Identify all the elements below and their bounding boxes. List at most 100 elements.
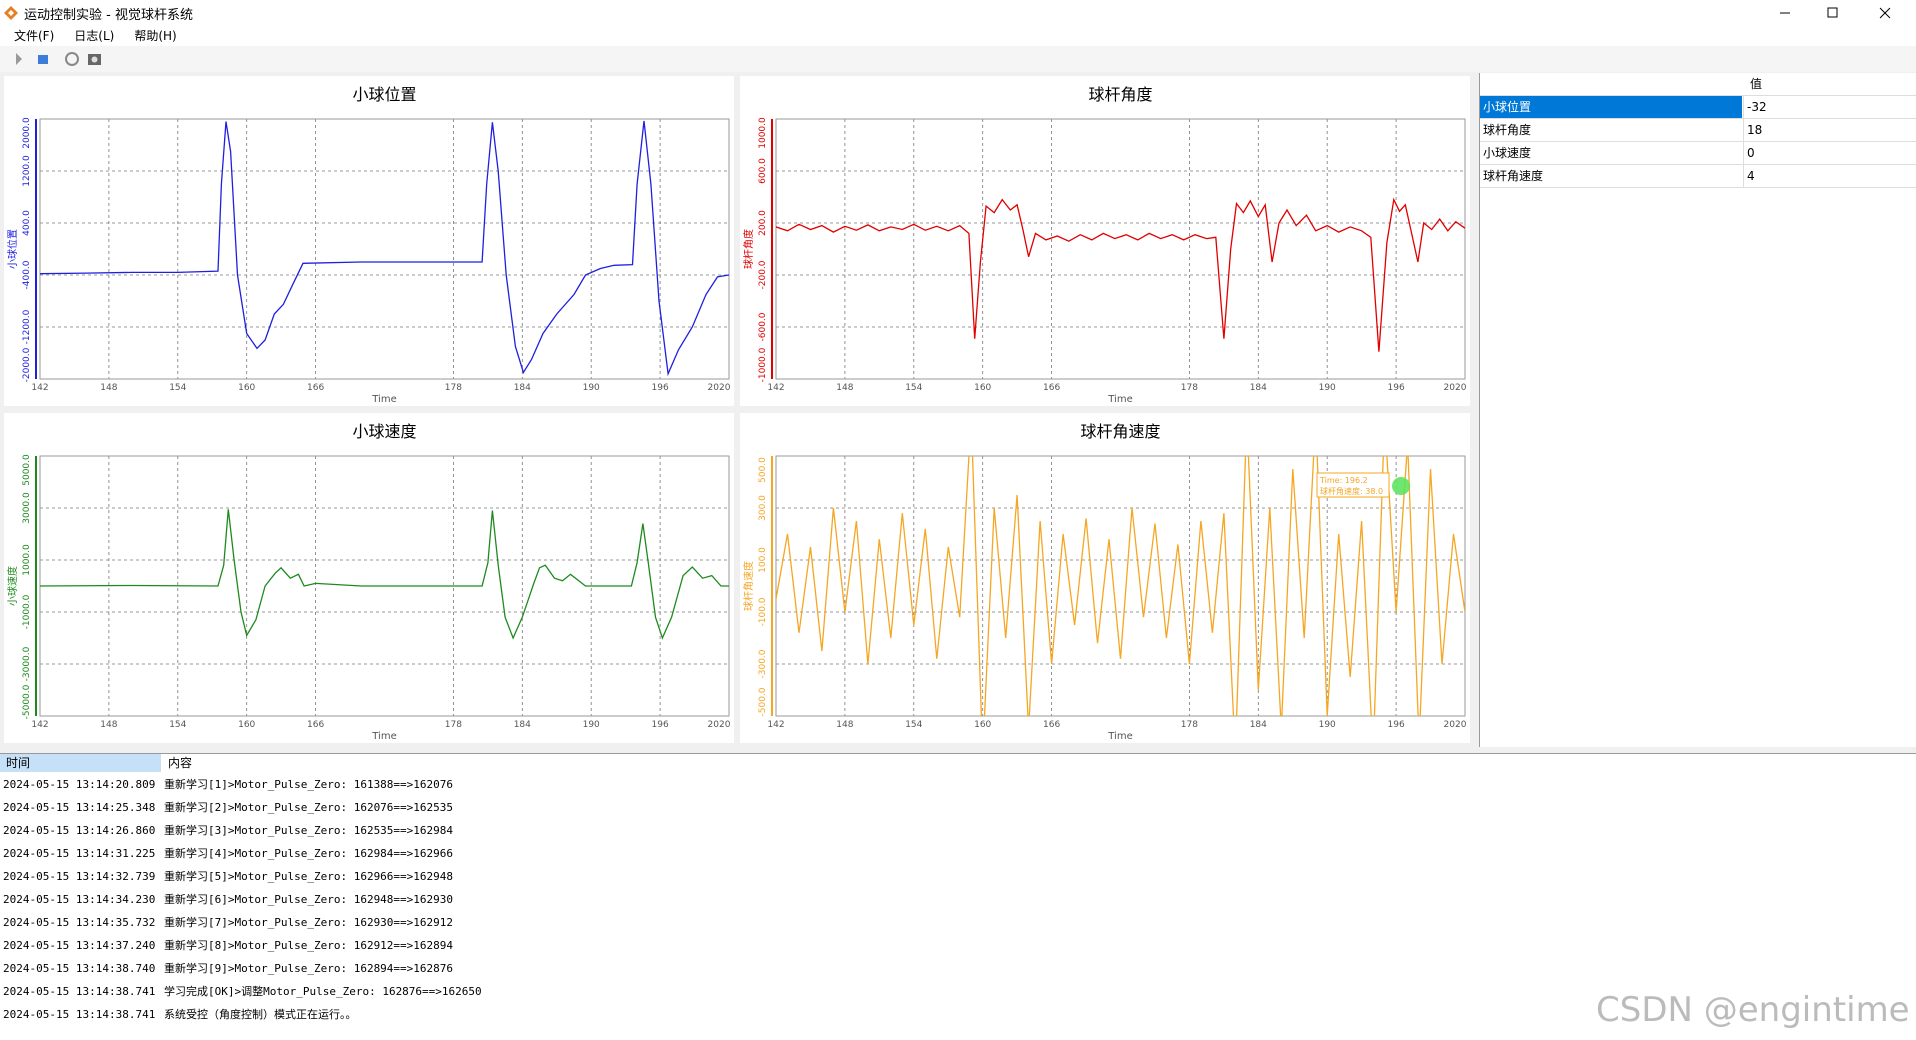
y-tick-label: 1200.0 — [22, 155, 32, 187]
y-tick-label: -1200.0 — [22, 309, 32, 344]
x-tick-label: 184 — [1250, 720, 1267, 730]
property-value: 4 — [1743, 165, 1755, 187]
y-tick-label: -5000.0 — [22, 684, 32, 719]
x-tick-label: 2020 — [1444, 383, 1467, 393]
chart-panel: 小球速度 Time 小球速度 5000.0 3000.0 1000.0 -1000.0 -30… — [4, 413, 734, 743]
property-row[interactable]: 小球位置 -32 — [1480, 96, 1916, 119]
y-axis-label: 球杆角度 — [742, 229, 755, 269]
x-axis-label: Time — [1107, 731, 1132, 742]
chart: 小球速度 Time 小球速度 5000.0 3000.0 1000.0 -1000.0 -30… — [6, 422, 731, 742]
y-tick-label: 400.0 — [22, 210, 32, 236]
y-tick-label: -100.0 — [758, 597, 768, 626]
menu-item[interactable]: 帮助(H) — [134, 29, 177, 43]
log-time: 2024-05-15 13:14:37.240 — [3, 939, 156, 952]
log-time: 2024-05-15 13:14:38.741 — [3, 1008, 156, 1021]
property-value: 0 — [1743, 142, 1755, 164]
y-tick-label: 200.0 — [758, 210, 768, 236]
property-name: 球杆角度 — [1483, 123, 1532, 137]
log-row: 2024-05-15 13:14:38.741 学习完成[OK]>调整Motor_… — [0, 980, 1900, 1003]
chart: 球杆角度 Time 球杆角度 1000.0 600.0 200.0 -200.0 -600.0… — [742, 85, 1467, 405]
menu-item[interactable]: 日志(L) — [74, 29, 115, 43]
log-row: 2024-05-15 13:14:31.225 重新学习[4]>Motor_Pul… — [0, 842, 1900, 865]
y-tick-label: 300.0 — [758, 495, 768, 521]
chart-panel: 球杆角速度 Time 球杆角速度 500.0 300.0 100.0 -100.0 -300.… — [740, 413, 1470, 743]
x-tick-label: 178 — [445, 720, 462, 730]
property-row[interactable]: 小球速度 0 — [1480, 142, 1916, 165]
x-tick-label: 166 — [1043, 720, 1060, 730]
plot-border — [39, 118, 730, 380]
y-tick-label: 2000.0 — [22, 117, 32, 149]
toolbar-icons[interactable] — [0, 46, 120, 72]
y-tick-label: -400.0 — [22, 260, 32, 289]
x-tick-label: 154 — [169, 383, 186, 393]
chart-title: 球杆角度 — [1088, 85, 1152, 104]
log-time: 2024-05-15 13:14:26.860 — [3, 824, 156, 837]
data-line — [776, 197, 1465, 352]
x-tick-label: 184 — [514, 383, 531, 393]
column-header: 内容 — [168, 756, 193, 770]
data-line — [776, 456, 1465, 716]
log-time: 2024-05-15 13:14:25.348 — [3, 801, 156, 814]
y-tick-label: -500.0 — [758, 687, 768, 716]
chart-panel: 小球位置 Time 小球位置 2000.0 1200.0 400.0 -400.0 -1200… — [4, 76, 734, 406]
column-header: 时间 — [0, 754, 161, 772]
chart-panel: 球杆角度 Time 球杆角度 1000.0 600.0 200.0 -200.0 -600.0… — [740, 76, 1470, 406]
data-line — [40, 509, 729, 640]
y-tick-label: -2000.0 — [22, 347, 32, 382]
y-tick-label: 5000.0 — [22, 454, 32, 486]
x-tick-label: 154 — [905, 720, 922, 730]
property-name: 小球速度 — [1483, 146, 1532, 160]
log-message: 重新学习[5]>Motor_Pulse_Zero: 162966==>16294… — [164, 870, 454, 883]
y-tick-label: 600.0 — [758, 158, 768, 184]
x-tick-label: 196 — [652, 383, 669, 393]
log-row: 2024-05-15 13:14:35.732 重新学习[7]>Motor_Pul… — [0, 911, 1900, 934]
log-message: 系统受控（角度控制）模式正在运行。。 — [164, 1008, 357, 1021]
property-row[interactable]: 球杆角速度 4 — [1480, 165, 1916, 188]
chart: 球杆角速度 Time 球杆角速度 500.0 300.0 100.0 -100.0 -300.… — [742, 422, 1467, 742]
menu-item[interactable]: 文件(F) — [14, 29, 55, 43]
menu-bar: 文件(F) 日志(L) 帮助(H) — [0, 27, 1916, 46]
x-tick-label: 148 — [100, 720, 117, 730]
chart: 小球位置 Time 小球位置 2000.0 1200.0 400.0 -400.0 -1200… — [6, 85, 731, 405]
log-time: 2024-05-15 13:14:31.225 — [3, 847, 156, 860]
x-tick-label: 184 — [1250, 383, 1267, 393]
app-icon — [4, 6, 18, 20]
log-message: 重新学习[1]>Motor_Pulse_Zero: 161388==>16207… — [164, 778, 454, 791]
x-axis-label: Time — [371, 731, 396, 742]
chart-title: 球杆角速度 — [1080, 422, 1160, 441]
y-tick-label: -200.0 — [758, 260, 768, 289]
log-time: 2024-05-15 13:14:34.230 — [3, 893, 156, 906]
y-tick-label: 100.0 — [758, 547, 768, 573]
y-tick-label: 1000.0 — [22, 544, 32, 576]
x-tick-label: 160 — [238, 720, 255, 730]
window-controls[interactable] — [1780, 0, 1916, 27]
header-cell: 值 — [1750, 77, 1763, 91]
hover-marker — [1392, 477, 1410, 495]
log-message: 重新学习[9]>Motor_Pulse_Zero: 162894==>16287… — [164, 962, 454, 975]
x-tick-label: 196 — [1388, 720, 1405, 730]
window-title: 运动控制实验 - 视觉球杆系统 — [24, 8, 193, 23]
y-tick-label: 3000.0 — [22, 492, 32, 524]
log-row: 2024-05-15 13:14:26.860 重新学习[3]>Motor_Pul… — [0, 819, 1900, 842]
tooltip-text: Time: 196.2 — [1319, 476, 1368, 485]
x-axis-label: Time — [1107, 394, 1132, 405]
x-tick-label: 178 — [1181, 720, 1198, 730]
x-tick-label: 148 — [836, 383, 853, 393]
log-message: 重新学习[4]>Motor_Pulse_Zero: 162984==>16296… — [164, 847, 454, 860]
x-tick-label: 2020 — [708, 720, 731, 730]
property-name: 球杆角速度 — [1483, 169, 1544, 183]
tooltip-text: 球杆角速度: 38.0 — [1320, 486, 1383, 496]
log-row: 2024-05-15 13:14:37.240 重新学习[8]>Motor_Pul… — [0, 934, 1900, 957]
property-row[interactable]: 球杆角度 18 — [1480, 119, 1916, 142]
x-tick-label: 196 — [1388, 383, 1405, 393]
plot-border — [775, 118, 1466, 380]
x-tick-label: 196 — [652, 720, 669, 730]
title-bar: 运动控制实验 - 视觉球杆系统 — [0, 0, 1916, 27]
y-tick-label: -300.0 — [758, 649, 768, 678]
x-tick-label: 142 — [767, 383, 784, 393]
x-tick-label: 160 — [974, 720, 991, 730]
x-tick-label: 148 — [100, 383, 117, 393]
property-grid: 值小球位置 -32 球杆角度 18 小球速度 0 球杆角速度 4 — [1479, 73, 1916, 747]
grid-header: 值 — [1480, 73, 1916, 96]
